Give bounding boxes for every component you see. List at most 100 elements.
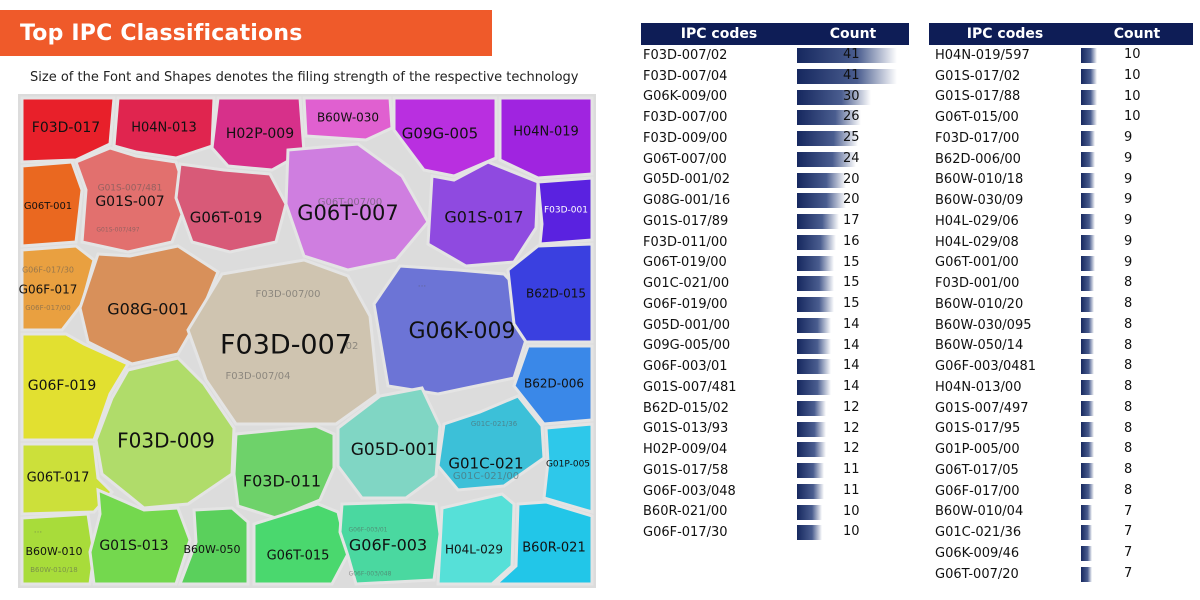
voronoi-cell-label: B60W-030 [317,111,379,125]
table-row: G05D-001/00 14 [641,315,909,336]
table-row: G06F-003/0481 8 [929,356,1193,377]
count-value: 30 [843,88,860,104]
count-bar [1081,255,1096,271]
count-cell: 25 [797,128,909,149]
voronoi-cell-shape [536,176,594,246]
header-ipc-codes: IPC codes [641,23,797,45]
count-cell: 26 [797,107,909,128]
voronoi-cell-label: H04L-029 [445,543,503,557]
voronoi-cell: B60R-021 [492,500,594,586]
count-bar [1081,131,1096,146]
count-bar [1081,317,1094,333]
count-value: 8 [1124,337,1133,353]
voronoi-cell: G01S-017 [426,160,540,268]
count-cell: 8 [1081,356,1193,377]
ipc-code-cell: B60W-010/18 [935,172,1024,188]
count-cell: 12 [797,419,909,440]
count-value: 10 [1124,109,1141,125]
count-value: 8 [1124,482,1133,498]
count-bar [1081,525,1093,541]
voronoi-cell: G06K-009 [372,264,538,396]
voronoi-sublabel: G06F-017/00 [25,304,71,312]
voronoi-treemap-svg: F03D-017 H04N-013 H02P-009 B60W-030 G09G-005… [19,96,594,586]
voronoi-cell-shape [74,146,190,254]
ipc-table-left: IPC codes Count F03D-007/02 41 F03D-007/04… [641,23,909,543]
count-value: 11 [843,482,860,498]
table-row: G06T-001/00 9 [929,253,1193,274]
table-row: G06K-009/00 30 [641,87,909,108]
count-value: 7 [1124,565,1133,581]
ipc-code-cell: H04L-029/08 [935,234,1019,250]
voronoi-cell: B60W-030 [302,96,394,142]
count-bar [797,234,837,250]
voronoi-cell: F03D-011 [232,424,336,520]
count-bar [797,442,827,458]
count-bar [1081,151,1096,167]
count-value: 12 [843,420,860,436]
ipc-code-cell: G05D-001/02 [643,172,731,188]
count-value: 17 [843,213,860,228]
table-row: G01S-007/481 14 [641,377,909,398]
voronoi-cell-label: F03D-001 [544,206,588,216]
voronoi-cell-label: H04N-013 [131,121,197,136]
voronoi-sublabel: F03D-007/00 [256,289,321,300]
voronoi-cell-label: G06T-001 [24,201,72,212]
voronoi-cell-label: G06F-017 [19,283,78,297]
table-row: B62D-006/00 9 [929,149,1193,170]
count-cell: 9 [1081,149,1193,170]
voronoi-cell: F03D-001 [536,176,594,246]
count-bar [1081,380,1094,395]
table-row: B60W-030/095 8 [929,315,1193,336]
count-value: 10 [843,524,860,540]
count-value: 12 [843,441,860,457]
count-bar [797,276,834,292]
table-row: G06T-015/00 10 [929,107,1193,128]
count-cell: 14 [797,336,909,357]
count-bar [797,359,832,375]
count-value: 8 [1124,296,1133,311]
count-value: 41 [843,67,860,83]
ipc-code-cell: G01S-017/95 [935,421,1021,437]
count-value: 9 [1124,213,1133,228]
ipc-code-cell: G01S-007/481 [643,379,737,395]
ipc-code-cell: F03D-007/02 [643,47,728,63]
count-bar [797,400,827,416]
count-value: 26 [843,109,860,125]
count-cell: 41 [797,45,909,66]
count-bar [1081,276,1094,292]
ipc-code-cell: G01S-017/89 [643,213,729,229]
count-bar [797,110,861,126]
count-bar [797,131,859,146]
table-row: F03D-007/02 41 [641,45,909,66]
voronoi-cell-label: B62D-015 [526,287,586,301]
count-value: 15 [843,275,860,291]
voronoi-cell-label: G01S-013 [99,538,168,554]
voronoi-sublabel: G06F-017/30 [22,266,74,275]
voronoi-cell-label: G01S-017 [444,208,523,227]
ipc-code-cell: G08G-001/16 [643,193,731,209]
count-cell: 8 [1081,460,1193,481]
voronoi-cell-label: H04N-019 [513,125,579,140]
voronoi-cell-shape [20,96,116,164]
voronoi-cell: G01S-013 [88,487,192,586]
table-row: G01P-005/00 8 [929,439,1193,460]
count-bar [1081,48,1097,63]
voronoi-cell-shape [542,422,594,514]
table-row: H04L-029/06 9 [929,211,1193,232]
ipc-code-cell: B60W-010/04 [935,504,1024,520]
count-bar [1081,504,1093,520]
table-row: G06F-003/048 11 [641,481,909,502]
count-cell: 8 [1081,481,1193,502]
table-row: H04L-029/08 9 [929,232,1193,253]
count-value: 10 [1124,88,1141,104]
count-cell: 8 [1081,315,1193,336]
ipc-code-cell: H02P-009/04 [643,442,728,458]
table-row: B60W-010/04 7 [929,502,1193,523]
count-bar [797,172,846,188]
table-row: H02P-009/04 12 [641,439,909,460]
count-value: 8 [1124,441,1133,457]
voronoi-cell: G06T-007 [284,142,430,272]
voronoi-cell-shape [506,242,594,344]
ipc-code-cell: G06T-015/00 [935,110,1019,126]
count-cell: 9 [1081,128,1193,149]
